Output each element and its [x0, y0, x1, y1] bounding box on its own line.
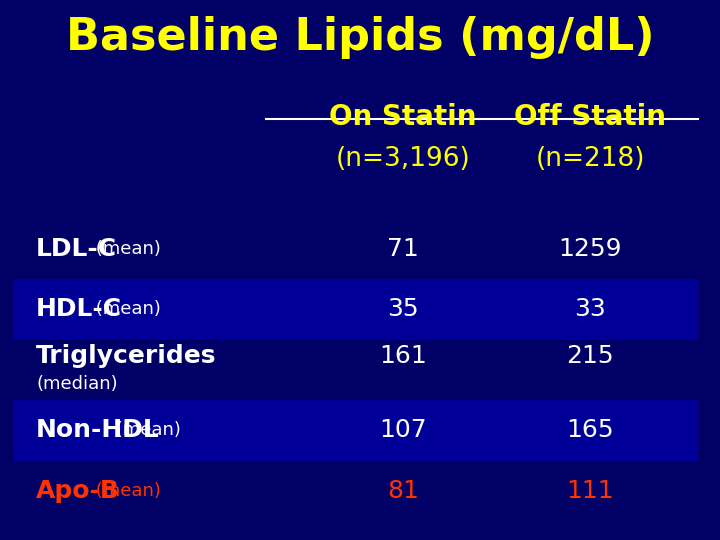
- Text: Non-HDL: Non-HDL: [36, 418, 160, 442]
- Text: 215: 215: [567, 345, 614, 368]
- Text: 111: 111: [567, 479, 614, 503]
- Text: Apo-B: Apo-B: [36, 479, 120, 503]
- FancyBboxPatch shape: [14, 279, 698, 340]
- Text: On Statin: On Statin: [330, 103, 477, 131]
- Text: 81: 81: [387, 479, 419, 503]
- Text: (mean): (mean): [91, 300, 161, 319]
- Text: Triglycerides: Triglycerides: [36, 345, 217, 368]
- Text: (mean): (mean): [91, 482, 161, 500]
- Text: Off Statin: Off Statin: [514, 103, 667, 131]
- Text: 107: 107: [379, 418, 427, 442]
- Text: 1259: 1259: [559, 237, 622, 261]
- FancyBboxPatch shape: [14, 400, 698, 461]
- Text: 161: 161: [379, 345, 427, 368]
- Text: 71: 71: [387, 237, 419, 261]
- Text: (n=3,196): (n=3,196): [336, 146, 471, 172]
- Text: 33: 33: [575, 298, 606, 321]
- Text: 165: 165: [567, 418, 614, 442]
- Text: 35: 35: [387, 298, 419, 321]
- Text: (mean): (mean): [91, 240, 161, 258]
- Text: HDL-C: HDL-C: [36, 298, 122, 321]
- Text: (n=218): (n=218): [536, 146, 645, 172]
- Text: Baseline Lipids (mg/dL): Baseline Lipids (mg/dL): [66, 16, 654, 59]
- Text: (median): (median): [36, 375, 117, 394]
- Text: (mean): (mean): [110, 421, 181, 440]
- Text: LDL-C: LDL-C: [36, 237, 117, 261]
